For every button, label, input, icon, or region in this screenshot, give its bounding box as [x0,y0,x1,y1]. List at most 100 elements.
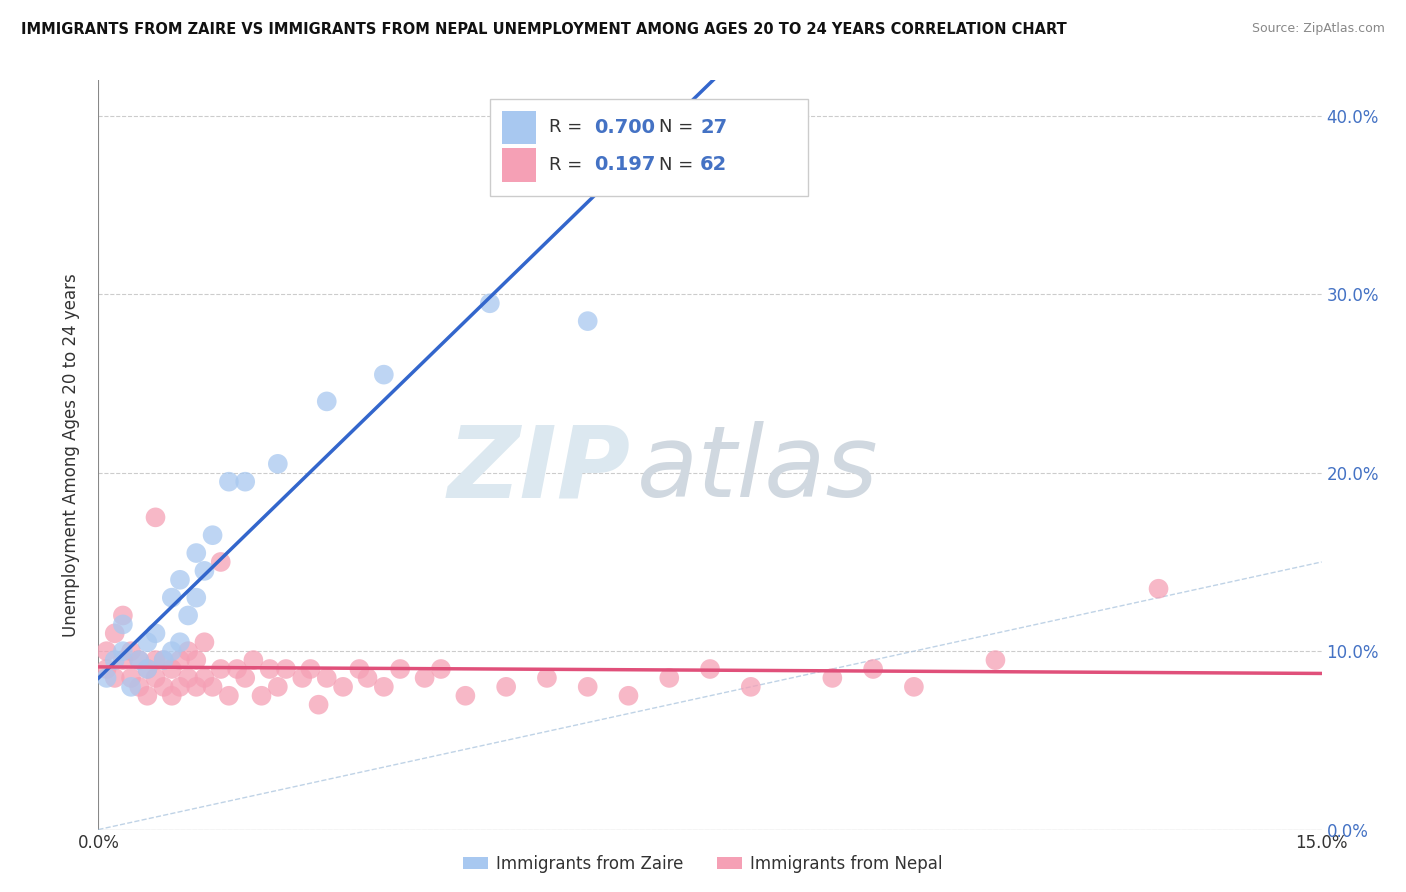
Text: IMMIGRANTS FROM ZAIRE VS IMMIGRANTS FROM NEPAL UNEMPLOYMENT AMONG AGES 20 TO 24 : IMMIGRANTS FROM ZAIRE VS IMMIGRANTS FROM… [21,22,1067,37]
Text: 0.197: 0.197 [593,155,655,175]
Point [576,314,599,328]
Text: N =: N = [658,156,699,174]
Point [145,626,167,640]
Text: N =: N = [658,119,699,136]
Point [120,671,142,685]
Point [120,680,142,694]
Point [169,653,191,667]
Point [104,626,127,640]
Point [984,653,1007,667]
Point [862,662,884,676]
Point [160,644,183,658]
Point [658,671,681,685]
Point [201,528,224,542]
Point [169,680,191,694]
Point [218,475,240,489]
Point [111,617,134,632]
Bar [502,111,536,145]
Point [145,510,167,524]
Point [413,671,436,685]
Point [536,671,558,685]
Point [495,680,517,694]
Point [267,680,290,694]
Point [128,680,150,694]
Point [96,662,118,676]
Point [617,689,640,703]
Point [201,680,224,694]
Point [903,680,925,694]
Point [177,671,200,685]
Point [136,689,159,703]
Point [193,671,215,685]
Point [373,680,395,694]
Point [209,555,232,569]
Point [160,689,183,703]
Point [104,653,127,667]
Point [160,591,183,605]
Point [169,635,191,649]
Point [274,662,297,676]
Point [821,671,844,685]
Bar [502,148,536,182]
Point [152,653,174,667]
Point [349,662,371,676]
Point [193,635,215,649]
Point [454,689,477,703]
Point [315,394,337,409]
Point [315,671,337,685]
Text: 27: 27 [700,118,727,137]
Point [186,680,208,694]
Point [544,171,567,186]
Point [1147,582,1170,596]
Text: R =: R = [548,119,588,136]
Point [267,457,290,471]
Point [136,662,159,676]
Text: Source: ZipAtlas.com: Source: ZipAtlas.com [1251,22,1385,36]
Point [740,680,762,694]
Point [111,608,134,623]
Point [96,671,118,685]
Point [160,662,183,676]
Point [152,653,174,667]
Point [373,368,395,382]
Point [169,573,191,587]
Point [128,653,150,667]
Point [120,644,142,658]
Text: 0.700: 0.700 [593,118,655,137]
Point [332,680,354,694]
FancyBboxPatch shape [489,99,808,196]
Point [226,662,249,676]
Point [233,671,256,685]
Point [356,671,378,685]
Point [430,662,453,676]
Point [111,644,134,658]
Point [145,671,167,685]
Point [186,653,208,667]
Point [136,635,159,649]
Text: ZIP: ZIP [447,421,630,518]
Point [259,662,281,676]
Point [186,591,208,605]
Point [136,662,159,676]
Point [389,662,412,676]
Y-axis label: Unemployment Among Ages 20 to 24 years: Unemployment Among Ages 20 to 24 years [62,273,80,637]
Point [177,608,200,623]
Point [145,653,167,667]
Point [193,564,215,578]
Point [576,680,599,694]
Point [242,653,264,667]
Point [104,671,127,685]
Point [128,653,150,667]
Point [250,689,273,703]
Legend: Immigrants from Zaire, Immigrants from Nepal: Immigrants from Zaire, Immigrants from N… [457,848,949,880]
Point [308,698,330,712]
Text: R =: R = [548,156,588,174]
Point [299,662,322,676]
Point [96,644,118,658]
Point [233,475,256,489]
Point [478,296,501,310]
Point [152,680,174,694]
Text: atlas: atlas [637,421,879,518]
Point [218,689,240,703]
Point [177,644,200,658]
